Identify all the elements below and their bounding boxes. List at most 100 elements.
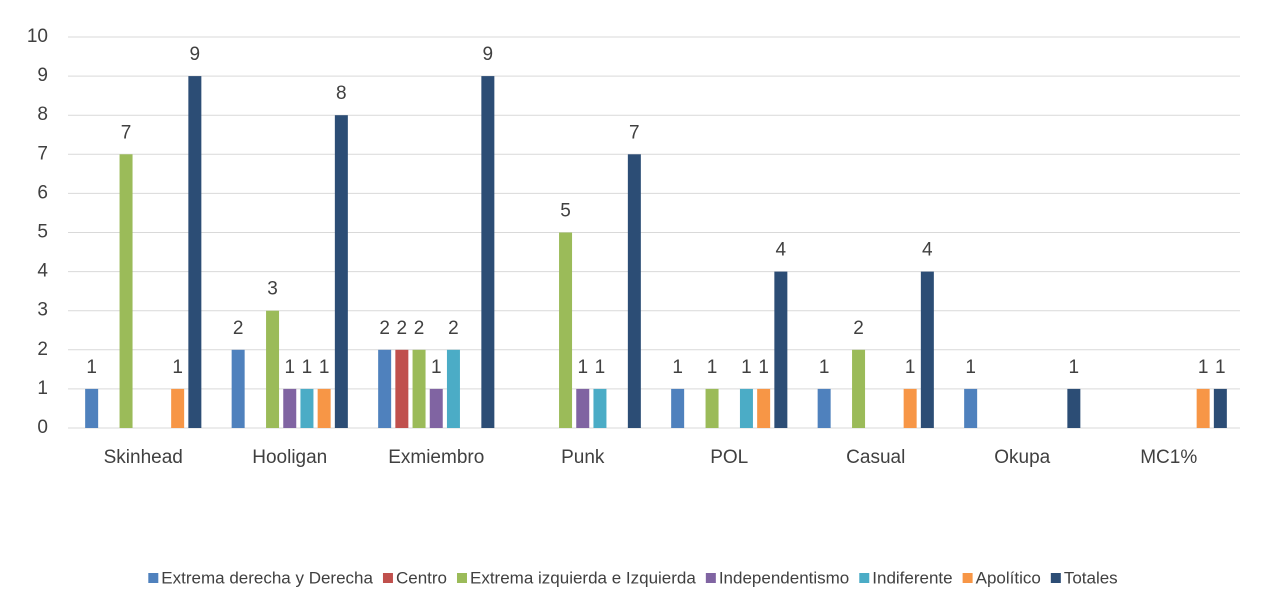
legend-label: Indiferente: [872, 568, 952, 587]
data-label: 1: [319, 357, 330, 378]
bar: [757, 388, 771, 428]
data-label: 1: [672, 357, 683, 378]
data-label: 7: [121, 122, 132, 143]
bar: [705, 388, 719, 428]
bar: [774, 271, 788, 428]
legend-label: Apolítico: [976, 568, 1041, 587]
x-tick-label: POL: [710, 447, 748, 468]
bar: [1196, 388, 1210, 428]
bar: [627, 154, 641, 429]
x-tick-label: Skinhead: [104, 447, 183, 468]
y-tick-label: 10: [27, 26, 48, 47]
bar: [283, 388, 297, 428]
data-label: 4: [922, 240, 933, 261]
bar: [231, 349, 245, 428]
y-tick-label: 7: [37, 143, 48, 164]
bar: [593, 388, 607, 428]
legend-label: Independentismo: [719, 568, 849, 587]
bar: [559, 232, 573, 428]
x-tick-label: Casual: [846, 447, 905, 468]
legend-label: Centro: [396, 568, 447, 587]
data-label: 2: [448, 318, 459, 339]
bar: [671, 388, 685, 428]
legend: Extrema derecha y Derecha Centro Extrema i…: [148, 568, 1118, 587]
x-tick-label: Punk: [561, 447, 605, 468]
data-label: 8: [336, 83, 347, 104]
data-label: 2: [414, 318, 425, 339]
data-label: 1: [595, 357, 606, 378]
y-tick-label: 2: [37, 339, 48, 360]
y-tick-label: 8: [37, 104, 48, 125]
data-label: 2: [379, 318, 390, 339]
x-tick-label: Okupa: [994, 447, 1050, 468]
bar: [378, 349, 392, 428]
y-tick-label: 9: [37, 65, 48, 86]
bar: [964, 388, 978, 428]
bar: [334, 115, 348, 428]
bar: [171, 388, 185, 428]
y-tick-label: 3: [37, 300, 48, 321]
bar: [266, 310, 280, 428]
data-label: 3: [267, 279, 278, 300]
bar: [920, 271, 934, 428]
data-label: 9: [483, 44, 494, 65]
data-label: 2: [233, 318, 244, 339]
bar: [817, 388, 831, 428]
y-tick-label: 6: [37, 182, 48, 203]
legend-label: Extrema izquierda e Izquierda: [470, 568, 696, 587]
data-label: 9: [190, 44, 201, 65]
bar: [852, 349, 866, 428]
data-label: 1: [172, 357, 183, 378]
bar: [412, 349, 426, 428]
data-label: 1: [819, 357, 830, 378]
bar: [395, 349, 409, 428]
bar: [576, 388, 590, 428]
data-label: 1: [741, 357, 752, 378]
legend-swatch: [148, 573, 159, 583]
data-label: 1: [302, 357, 313, 378]
y-tick-label: 1: [37, 378, 48, 399]
data-label: 1: [707, 357, 718, 378]
bar: [429, 388, 443, 428]
legend-swatch: [859, 573, 870, 583]
data-label: 1: [758, 357, 769, 378]
data-label: 1: [577, 357, 588, 378]
legend-label: Totales: [1064, 568, 1118, 587]
data-label: 5: [560, 201, 571, 222]
legend-swatch: [382, 573, 393, 583]
bar: [300, 388, 314, 428]
data-label: 7: [629, 122, 640, 143]
y-tick-label: 0: [37, 417, 48, 438]
bar: [188, 76, 202, 428]
data-label: 1: [431, 357, 442, 378]
bar: [446, 349, 460, 428]
legend-swatch: [962, 573, 973, 583]
data-label: 1: [284, 357, 295, 378]
bar: [85, 388, 99, 428]
data-label: 1: [1215, 357, 1226, 378]
x-tick-label: MC1%: [1140, 447, 1197, 468]
data-label: 2: [397, 318, 408, 339]
data-label: 1: [905, 357, 916, 378]
data-label: 1: [1198, 357, 1209, 378]
bar: [1067, 388, 1081, 428]
y-tick-label: 5: [37, 222, 48, 243]
legend-swatch: [1050, 573, 1061, 583]
bar: [1213, 388, 1227, 428]
bar: [119, 154, 133, 429]
x-tick-label: Hooligan: [252, 447, 327, 468]
data-label: 2: [853, 318, 864, 339]
bar: [481, 76, 495, 428]
bar: [903, 388, 917, 428]
legend-label: Extrema derecha y Derecha: [161, 568, 373, 587]
bar: [317, 388, 331, 428]
data-label: 1: [965, 357, 976, 378]
y-tick-label: 4: [37, 261, 48, 282]
data-label: 1: [1069, 357, 1080, 378]
x-tick-label: Exmiembro: [388, 447, 484, 468]
bar: [739, 388, 753, 428]
data-label: 1: [86, 357, 97, 378]
data-label: 4: [776, 240, 787, 261]
legend-swatch: [705, 573, 716, 583]
